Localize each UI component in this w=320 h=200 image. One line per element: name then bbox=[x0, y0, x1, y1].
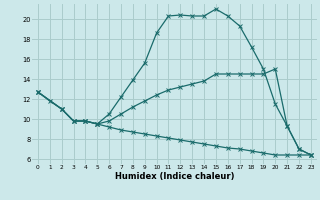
X-axis label: Humidex (Indice chaleur): Humidex (Indice chaleur) bbox=[115, 172, 234, 181]
